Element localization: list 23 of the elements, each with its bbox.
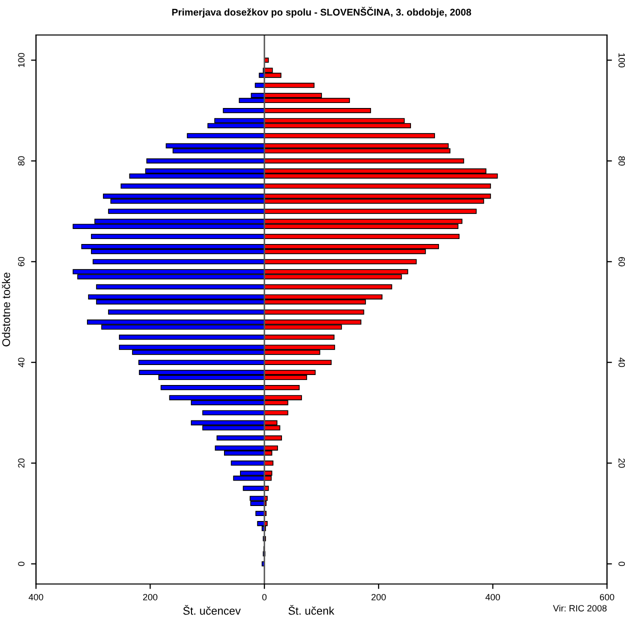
y2-tick-label: 80: [618, 156, 625, 166]
text: Št. učencev: [183, 604, 241, 615]
y2-tick-label: 40: [618, 358, 625, 368]
x-tick-label: 0: [262, 594, 267, 600]
y-tick-label: 40: [18, 358, 24, 368]
text: Vir: RIC 2008: [553, 604, 607, 612]
y-tick-label: 100: [18, 53, 24, 68]
y2-tick-label: 20: [618, 458, 625, 468]
x-tick-label: 400: [28, 594, 44, 600]
y-tick-label: 80: [18, 156, 24, 166]
y2-tick-label: 60: [618, 257, 625, 266]
y-tick-label: 0: [18, 562, 24, 566]
y-tick-label: 60: [18, 256, 24, 266]
y2-tick-label: 100: [618, 53, 625, 68]
x-tick-label: 400: [485, 594, 500, 600]
y-tick-label: 20: [18, 458, 24, 468]
y2-tick-label: 0: [618, 562, 625, 566]
y-axis-title: Odstotne točke: [2, 272, 10, 346]
x-tick-label: 600: [600, 594, 614, 600]
text: Št. učenk: [288, 604, 334, 615]
x-tick-label: 200: [143, 594, 158, 600]
x-tick-label: 200: [372, 594, 386, 600]
chart-title: Primerjava dosežkov po spolu - SLOVENŠČINA, 3. obdobje, 2008: [172, 6, 472, 18]
